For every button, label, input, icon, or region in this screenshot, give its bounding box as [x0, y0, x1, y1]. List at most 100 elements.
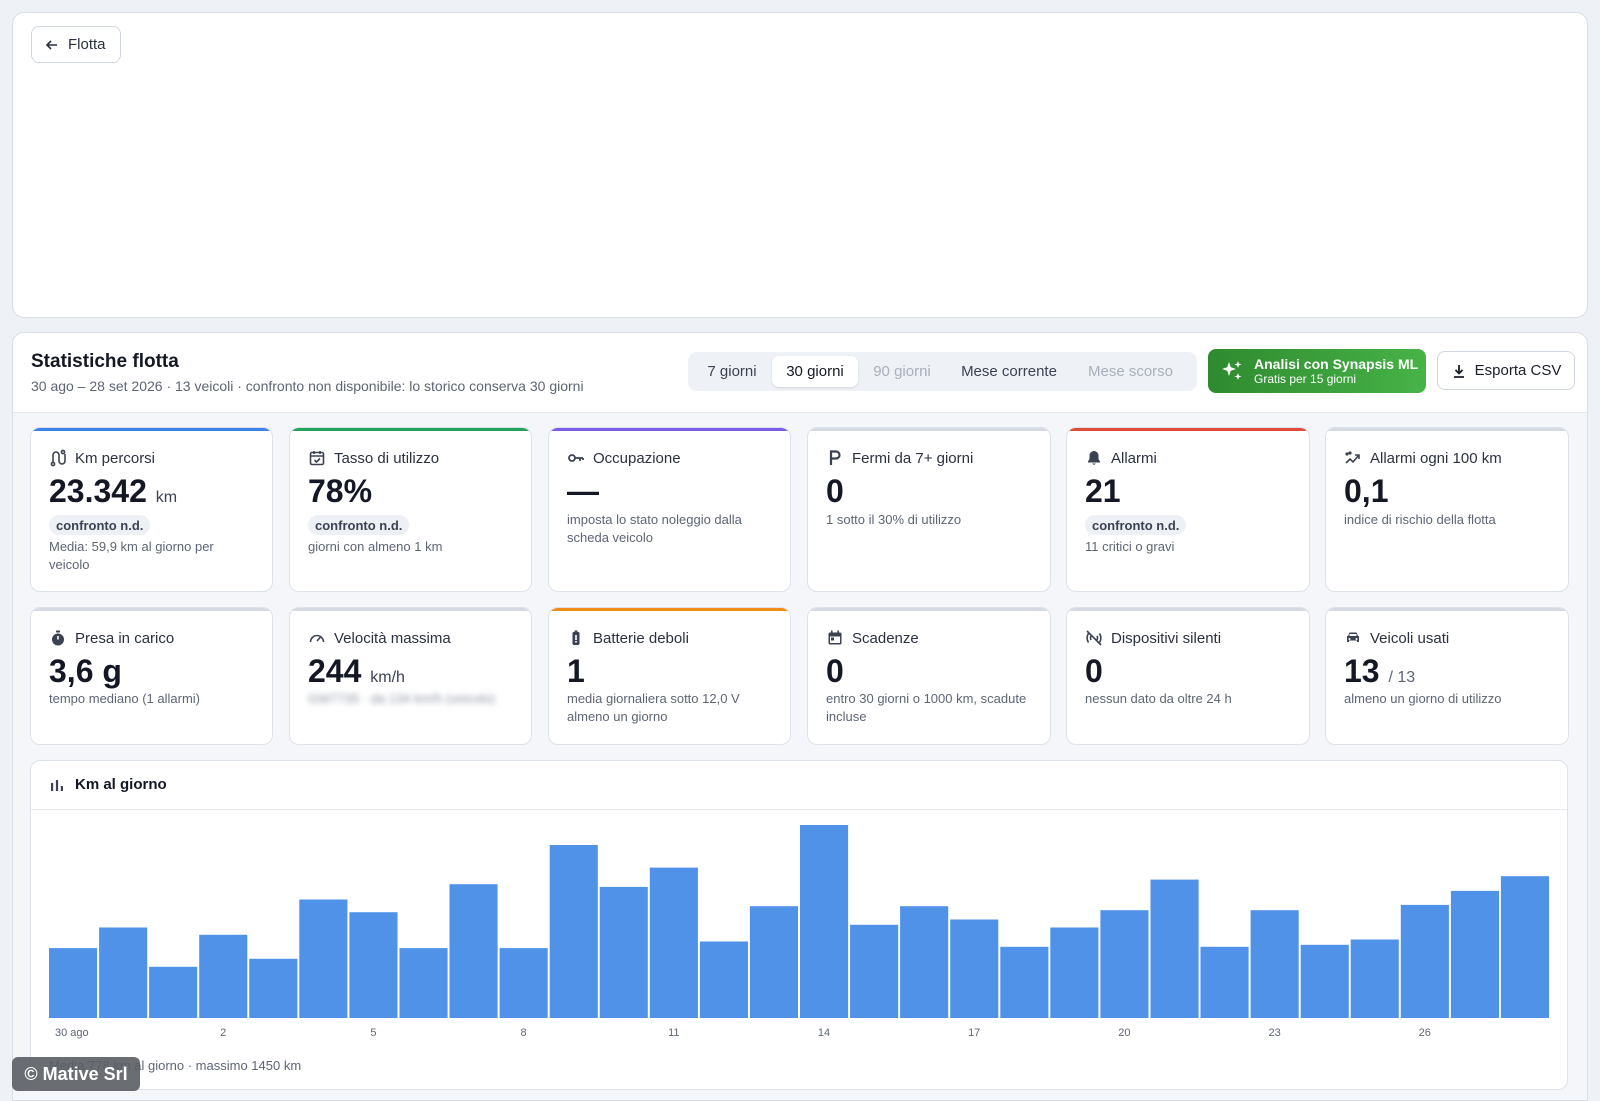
- period-7-days[interactable]: 7 giorni: [707, 363, 757, 380]
- chart-bar[interactable]: [599, 886, 648, 1018]
- chart-bar[interactable]: [1150, 879, 1199, 1018]
- chart-bar[interactable]: [99, 927, 148, 1019]
- card-note: 11 critici o gravi: [1085, 539, 1175, 554]
- x-tick-label: 14: [818, 1027, 830, 1039]
- signal-off-icon: [1086, 630, 1102, 646]
- chart-title: Km al giorno: [75, 776, 167, 793]
- card-note: media giornaliera sotto 12,0 V almeno un…: [567, 691, 740, 724]
- period-last-month[interactable]: Mese scorso: [1087, 363, 1174, 380]
- card-note: imposta lo stato noleggio dalla scheda v…: [567, 512, 742, 545]
- card-label: Km percorsi: [75, 449, 156, 467]
- chart-bar[interactable]: [149, 966, 198, 1018]
- card-tasso-utilizzo: Tasso di utilizzo 78% confronto n.d. gio…: [289, 427, 532, 592]
- km-per-day-chart: 30 ago 2 5 8 11 14 17 20 23 26: [49, 825, 1549, 1039]
- x-tick-label: 23: [1268, 1027, 1280, 1039]
- chart-bar[interactable]: [850, 924, 899, 1018]
- card-value: 244: [308, 653, 362, 689]
- chart-bar[interactable]: [1400, 904, 1449, 1018]
- card-value: 3,6 g: [49, 653, 122, 689]
- period-30-days[interactable]: 30 giorni: [772, 356, 858, 387]
- bell-icon: [1088, 451, 1100, 465]
- comparison-chip: confronto n.d.: [1085, 515, 1187, 535]
- chart-bar[interactable]: [1500, 876, 1549, 1018]
- period-selector: 7 giorni 30 giorni 90 giorni Mese corren…: [688, 352, 1197, 391]
- card-allarmi-100km: Allarmi ogni 100 km 0,1 indice di rischi…: [1325, 427, 1569, 592]
- comparison-chip: confronto n.d.: [49, 515, 151, 535]
- card-value: —: [567, 473, 599, 509]
- card-note: almeno un giorno di utilizzo: [1344, 691, 1502, 706]
- card-accent-bar: [31, 428, 272, 431]
- chart-bar[interactable]: [199, 934, 248, 1018]
- export-csv-button[interactable]: Esporta CSV: [1437, 351, 1575, 390]
- card-accent-bar: [549, 428, 790, 431]
- chart-bar[interactable]: [800, 825, 849, 1018]
- chart-bar[interactable]: [1000, 946, 1049, 1018]
- chart-bar[interactable]: [1100, 910, 1149, 1018]
- card-allarmi: Allarmi 21 confronto n.d. 11 critici o g…: [1066, 427, 1310, 592]
- chart-bar[interactable]: [950, 919, 999, 1019]
- x-tick-label: 8: [521, 1027, 527, 1039]
- chart-bar[interactable]: [699, 941, 748, 1019]
- chart-bar[interactable]: [649, 867, 698, 1018]
- card-note-blurred: GW7735 · da 134 km/h (veicolo): [308, 691, 496, 706]
- chart-bar[interactable]: [499, 948, 548, 1018]
- card-unit: km/h: [370, 669, 405, 686]
- export-csv-label: Esporta CSV: [1474, 362, 1562, 379]
- chart-bar[interactable]: [1200, 946, 1249, 1018]
- page-title: Statistiche flotta: [31, 351, 179, 372]
- card-label: Scadenze: [852, 629, 919, 647]
- top-panel: Flotta: [12, 12, 1588, 318]
- card-veicoli-usati: Veicoli usati 13 / 13 almeno un giorno d…: [1325, 607, 1569, 745]
- chart-bar[interactable]: [1250, 910, 1299, 1018]
- card-presa-in-carico: Presa in carico 3,6 g tempo mediano (1 a…: [30, 607, 273, 745]
- chart-bar[interactable]: [449, 884, 498, 1018]
- sparkles-icon: [1222, 361, 1242, 380]
- card-km-percorsi: Km percorsi 23.342 km confronto n.d. Med…: [30, 427, 273, 592]
- card-scadenze: Scadenze 0 entro 30 giorni o 1000 km, sc…: [807, 607, 1051, 745]
- chart-bar[interactable]: [1300, 944, 1349, 1018]
- chart-bar[interactable]: [49, 948, 98, 1018]
- chart-bar[interactable]: [749, 906, 798, 1018]
- back-button[interactable]: Flotta: [31, 26, 121, 63]
- copyright-watermark: © Mative Srl: [12, 1057, 140, 1091]
- chart-divider: [31, 809, 1567, 810]
- chart-bar[interactable]: [1450, 890, 1499, 1018]
- card-occupazione: Occupazione — imposta lo stato noleggio …: [548, 427, 791, 592]
- calendar-check-icon: [309, 451, 325, 466]
- route-icon: [50, 449, 66, 467]
- chart-bar[interactable]: [1050, 927, 1099, 1019]
- chart-bar[interactable]: [249, 958, 298, 1018]
- card-label: Dispositivi silenti: [1111, 629, 1222, 647]
- card-note: tempo mediano (1 allarmi): [49, 691, 201, 706]
- download-icon: [1453, 364, 1464, 378]
- card-label: Velocità massima: [334, 629, 451, 647]
- card-label: Tasso di utilizzo: [334, 449, 440, 467]
- chart-bar[interactable]: [1350, 939, 1399, 1019]
- bar-chart-icon: [51, 779, 63, 791]
- card-unit: km: [155, 489, 178, 506]
- card-accent-bar: [808, 428, 1050, 431]
- card-fermi: Fermi da 7+ giorni 0 1 sotto il 30% di u…: [807, 427, 1051, 592]
- chart-bar[interactable]: [549, 845, 598, 1018]
- period-90-days[interactable]: 90 giorni: [873, 363, 931, 380]
- card-value: 21: [1085, 473, 1121, 509]
- card-value: 0: [826, 653, 844, 689]
- stopwatch-icon: [52, 630, 64, 646]
- card-value: 0: [1085, 653, 1103, 689]
- ml-button-subtitle: Gratis per 15 giorni: [1254, 371, 1357, 386]
- arrow-left-icon: [45, 39, 57, 50]
- card-label: Occupazione: [593, 449, 681, 467]
- battery-icon: [572, 630, 580, 645]
- card-label: Presa in carico: [75, 629, 175, 647]
- chart-bar[interactable]: [349, 912, 398, 1018]
- chart-bar[interactable]: [299, 899, 348, 1019]
- chart-bar[interactable]: [399, 948, 448, 1018]
- chart-bar[interactable]: [900, 906, 949, 1018]
- synapsis-ml-button[interactable]: Analisi con Synapsis ML Gratis per 15 gi…: [1208, 349, 1426, 393]
- card-label: Allarmi: [1111, 449, 1157, 467]
- card-note: indice di rischio della flotta: [1344, 512, 1496, 527]
- parking-icon: [829, 450, 841, 465]
- card-dispositivi-silenti: Dispositivi silenti 0 nessun dato da olt…: [1066, 607, 1310, 745]
- x-tick-label: 2: [220, 1027, 226, 1039]
- period-current-month[interactable]: Mese corrente: [961, 363, 1057, 380]
